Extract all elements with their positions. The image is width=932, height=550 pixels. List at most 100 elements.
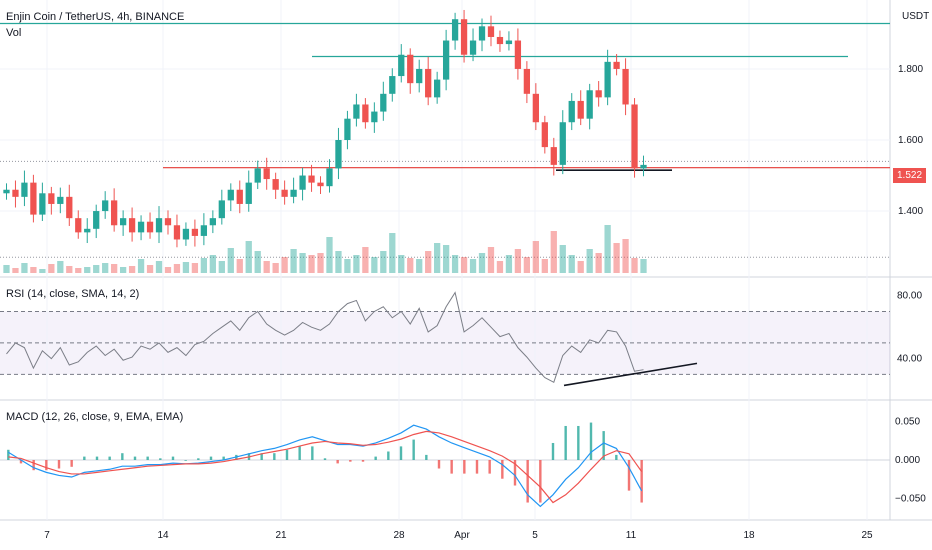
macd-histogram-bar <box>273 453 276 460</box>
chart-axes: 1.400 1.600 1.800 80.00 40.00 0.050 0.000 −0.05… <box>44 64 926 541</box>
macd-histogram-bar <box>32 460 35 471</box>
macd-histogram-bar <box>387 451 390 460</box>
volume-bar <box>155 261 163 273</box>
candle-body <box>227 189 234 201</box>
signal-line <box>8 430 643 504</box>
volume-label: Vol <box>6 27 22 39</box>
macd-histogram-bar <box>501 460 504 479</box>
volume-bar <box>317 253 324 273</box>
macd-histogram-bar <box>311 446 314 460</box>
candle-body <box>353 104 360 119</box>
price-tick-label: 1.400 <box>898 206 923 217</box>
candle-body <box>21 182 28 197</box>
macd-histogram-bar <box>45 460 48 471</box>
macd-histogram-bar <box>564 425 567 460</box>
macd-histogram-bar <box>70 460 73 467</box>
volume-bar <box>550 231 557 273</box>
candlestick-series <box>3 9 647 248</box>
candle-body <box>290 189 297 197</box>
candle-body <box>577 100 584 119</box>
candle-body <box>155 218 163 233</box>
candle-body <box>263 168 270 180</box>
candle-body <box>209 218 216 226</box>
volume-bar <box>93 265 100 273</box>
candle-body <box>398 54 405 77</box>
candle-body <box>451 19 459 41</box>
candle-body <box>57 196 64 204</box>
macd-histogram-bar <box>551 442 555 460</box>
candle-body <box>362 104 369 123</box>
volume-bar <box>568 255 575 273</box>
macd-histogram-bar <box>285 449 289 460</box>
volume-bar <box>3 265 10 273</box>
candle-body <box>541 122 548 148</box>
volume-bar <box>532 241 539 273</box>
volume-bar <box>111 264 118 273</box>
candle-body <box>389 76 396 94</box>
candle-body <box>380 93 387 112</box>
volume-bar <box>541 259 548 273</box>
last-price-tag: 1.522 <box>893 168 926 183</box>
macd-histogram-bar <box>463 460 466 474</box>
macd-histogram-bar <box>133 456 137 460</box>
candle-body <box>191 228 199 236</box>
candle-body <box>371 111 378 123</box>
time-tick-label: 18 <box>743 530 755 541</box>
candle-body <box>218 200 225 219</box>
candle-body <box>39 193 46 215</box>
volume-bar <box>344 259 351 273</box>
volume-bar <box>173 264 181 273</box>
volume-bar <box>559 245 566 273</box>
volume-bar <box>595 253 602 273</box>
volume-bar <box>57 261 64 273</box>
candle-body <box>469 40 477 55</box>
candle-body <box>254 168 261 183</box>
volume-bar <box>640 259 647 273</box>
rsi-trendline <box>563 362 698 387</box>
macd-histogram-bar <box>602 431 605 460</box>
volume-bar <box>102 263 109 273</box>
volume-bar <box>496 261 504 273</box>
macd-histogram-bar <box>437 460 441 469</box>
volume-bar <box>478 253 486 273</box>
volume-bar <box>371 257 378 273</box>
macd-histogram-bar <box>361 460 365 462</box>
candle-body <box>460 19 468 55</box>
candle-body <box>514 40 522 69</box>
candle-body <box>200 225 208 236</box>
macd-line <box>8 424 643 508</box>
volume-bar <box>487 247 495 273</box>
volume-bar <box>254 251 261 273</box>
volume-bar <box>326 237 333 273</box>
macd-histogram-bar <box>627 460 631 491</box>
candle-body <box>93 211 100 229</box>
volume-bar <box>164 267 172 273</box>
volume-bar <box>451 255 459 273</box>
volume-bar <box>613 243 620 273</box>
volume-bar <box>469 259 477 273</box>
time-tick-label: 25 <box>861 530 873 541</box>
candle-body <box>344 118 351 140</box>
macd-histogram-bar <box>374 456 377 460</box>
chart-title: Enjin Coin / TetherUS, 4h, BINANCE <box>6 11 185 23</box>
volume-bar <box>586 249 593 273</box>
volume-bar <box>398 255 405 273</box>
volume-bar <box>263 261 270 273</box>
volume-bar <box>137 259 145 273</box>
macd-histogram-bar <box>615 454 618 460</box>
volume-bar <box>218 261 225 273</box>
candle-body <box>434 79 441 98</box>
candle-body <box>595 90 602 98</box>
macd-histogram-bar <box>260 453 263 460</box>
candle-body <box>335 140 342 169</box>
macd-histogram-bar <box>7 449 10 460</box>
volume-bar <box>48 264 55 273</box>
candle-body <box>164 218 172 226</box>
time-tick-label: 7 <box>44 530 50 541</box>
macd-title: MACD (12, 26, close, 9, EMA, EMA) <box>6 411 184 423</box>
time-tick-label: 14 <box>157 530 169 541</box>
candle-body <box>173 225 181 240</box>
volume-bar <box>209 255 216 273</box>
